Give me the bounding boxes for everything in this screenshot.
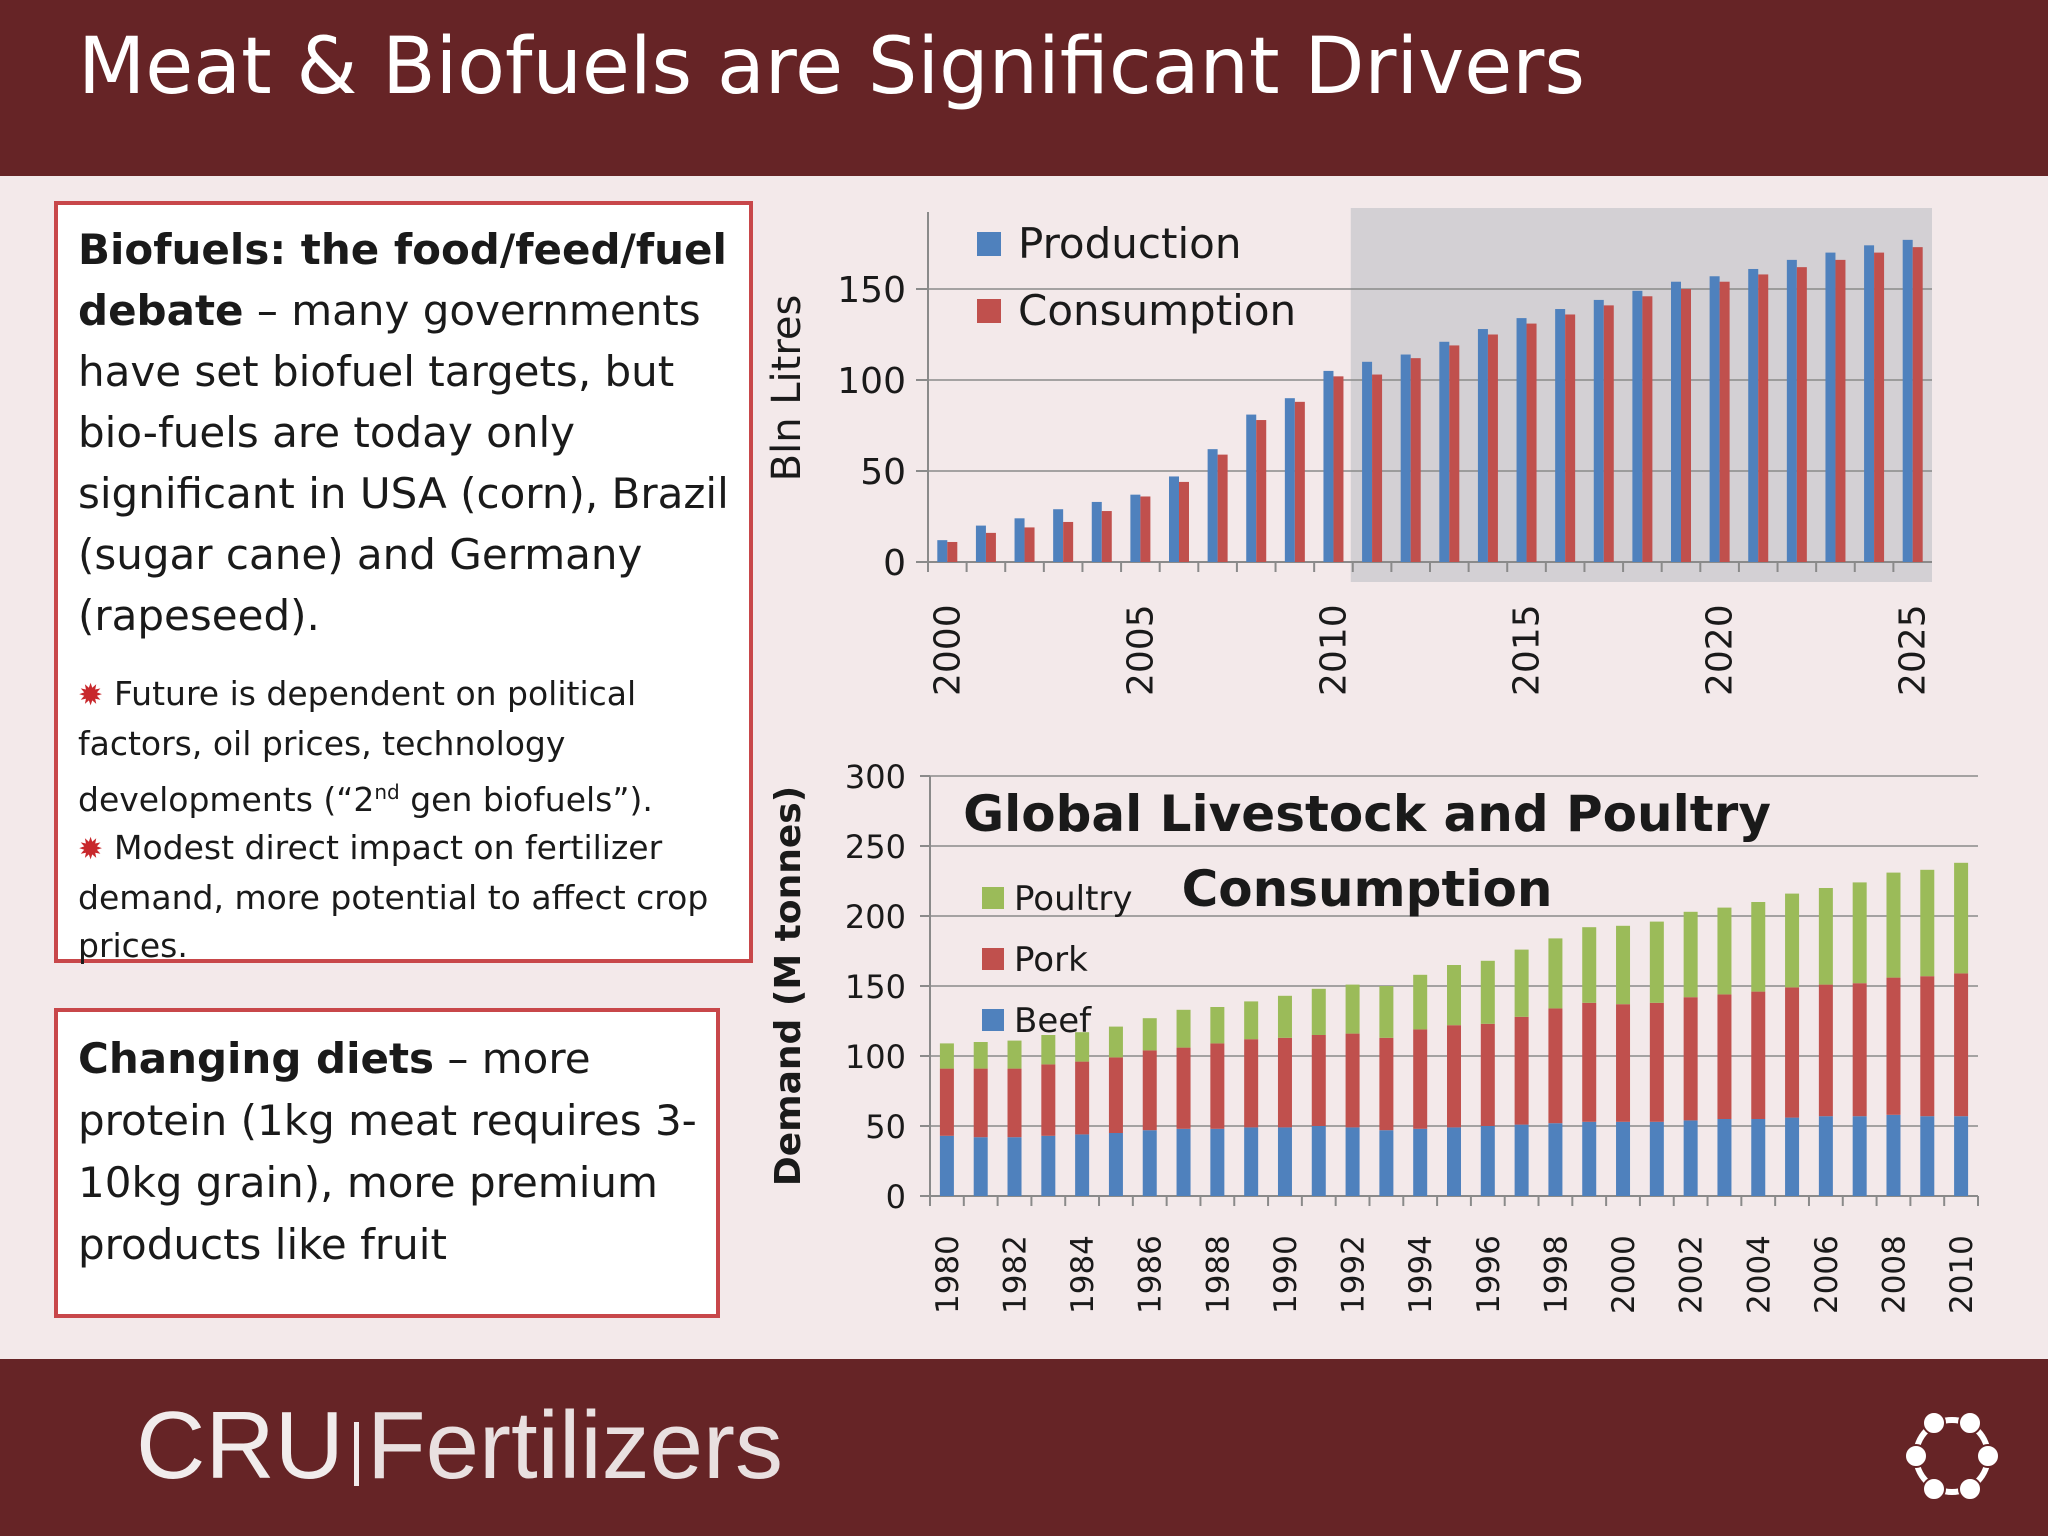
bar-production — [1632, 290, 1643, 562]
cru-logo: CRU Fertilizers — [136, 1391, 783, 1501]
biofuels-heading: Biofuels: the food/feed/fuel debate — [78, 225, 727, 335]
bar-production — [1207, 449, 1218, 562]
bar-production — [1323, 370, 1334, 562]
bar-consumption — [1487, 334, 1498, 562]
bar-production — [1130, 494, 1141, 562]
bar-production — [937, 540, 948, 562]
bar-consumption — [1526, 323, 1537, 562]
bar-consumption — [1256, 420, 1267, 562]
bar-production — [1709, 276, 1720, 562]
x-tick-label: 2010 — [1313, 604, 1354, 696]
bar-consumption — [985, 532, 996, 562]
bar-production — [1671, 281, 1681, 562]
header-bar — [0, 0, 2048, 176]
bar-consumption — [1063, 521, 1074, 562]
bar-production — [975, 525, 986, 562]
bar-production — [1864, 245, 1875, 562]
bar-production — [1593, 299, 1604, 562]
bar-production — [1477, 329, 1488, 562]
molecule-icon — [1904, 1411, 2000, 1501]
bar-consumption — [1333, 376, 1344, 562]
bar-consumption — [1101, 511, 1112, 562]
bullet-item: ✹ Future is dependent on political factor… — [78, 674, 653, 819]
bar-production — [1825, 252, 1836, 562]
bar-consumption — [1294, 401, 1305, 562]
y-axis-label: Bln Litres — [764, 295, 810, 482]
bar-production — [1400, 354, 1411, 562]
legend-label: Consumption — [1018, 286, 1296, 335]
bar-production — [1091, 501, 1102, 562]
bar-consumption — [1719, 281, 1730, 562]
bar-consumption — [1024, 527, 1035, 562]
x-tick-label: 2020 — [1700, 604, 1741, 696]
bar-consumption — [1565, 314, 1576, 562]
diets-body: – more protein (1kg meat requires 3-10kg… — [78, 1034, 697, 1269]
bar-consumption — [947, 541, 958, 562]
bar-consumption — [1758, 274, 1769, 562]
x-tick-label: 2025 — [1893, 604, 1934, 696]
x-tick-label: 2015 — [1507, 604, 1548, 696]
bar-production — [1284, 398, 1295, 562]
bar-consumption — [1642, 296, 1653, 562]
bar-consumption — [1835, 259, 1846, 562]
bar-production — [1053, 509, 1064, 562]
biofuels-bullets: ✹ Future is dependent on political factor… — [78, 670, 738, 970]
bar-production — [1786, 259, 1797, 562]
y-tick-label: 150 — [837, 270, 906, 311]
bar-production — [1439, 341, 1450, 562]
bar-production — [1169, 476, 1179, 562]
bar-production — [1902, 239, 1913, 563]
bar-consumption — [1410, 358, 1421, 562]
slide-title: Meat & Biofuels are Significant Drivers — [78, 22, 1585, 112]
bar-consumption — [1874, 252, 1885, 562]
bar-production — [1748, 268, 1759, 562]
bar-consumption — [1372, 374, 1383, 562]
biofuels-paragraph: Biofuels: the food/feed/fuel debate – ma… — [78, 219, 738, 646]
bar-consumption — [1796, 267, 1807, 562]
bullet-icon: ✹ — [78, 678, 104, 713]
legend-swatch — [977, 299, 1001, 323]
bar-consumption — [1603, 305, 1614, 562]
logo-fertilizers: Fertilizers — [366, 1392, 783, 1499]
logo-cru: CRU — [136, 1392, 344, 1499]
diets-heading: Changing diets — [78, 1034, 435, 1083]
bar-consumption — [1912, 247, 1923, 562]
legend-swatch — [977, 232, 1001, 256]
bar-consumption — [1179, 481, 1189, 562]
bar-production — [1555, 309, 1566, 562]
bar-production — [1362, 361, 1373, 562]
bar-production — [1516, 318, 1527, 562]
biofuels-text-box: Biofuels: the food/feed/fuel debate – ma… — [54, 201, 753, 965]
bullet-item: ✹ Modest direct impact on fertilizer dema… — [78, 828, 709, 965]
x-tick-label: 2005 — [1120, 604, 1161, 696]
diets-text-box: Changing diets – more protein (1kg meat … — [54, 1008, 720, 1318]
diets-paragraph: Changing diets – more protein (1kg meat … — [78, 1028, 708, 1276]
bar-consumption — [1140, 496, 1151, 562]
bar-production — [1014, 518, 1025, 562]
bar-consumption — [1681, 289, 1691, 562]
bar-production — [1246, 414, 1257, 562]
bullet-icon: ✹ — [78, 832, 104, 867]
logo-separator — [353, 1422, 359, 1486]
footer-bar — [0, 1359, 2048, 1536]
x-tick-label: 2000 — [927, 604, 968, 696]
legend-label: Production — [1018, 219, 1241, 268]
biofuels-body: – many governments have set biofuel targ… — [78, 286, 729, 640]
bar-consumption — [1217, 454, 1228, 562]
y-tick-label: 100 — [837, 361, 906, 402]
bar-consumption — [1449, 345, 1460, 562]
y-tick-label: 0 — [883, 543, 906, 584]
y-tick-label: 50 — [860, 452, 906, 493]
